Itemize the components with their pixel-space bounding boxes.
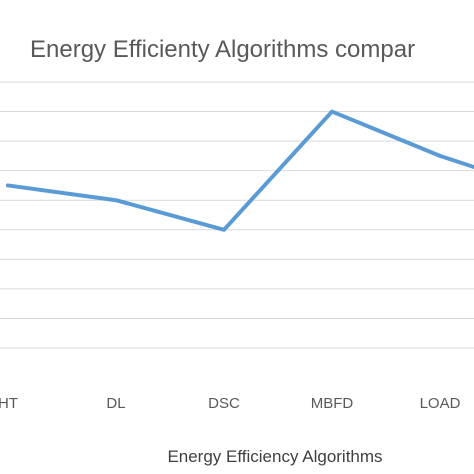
x-tick-labels: HT DL DSC MBFD LOAD [0,395,461,412]
gridlines [0,81,474,349]
x-tick-label: LOAD [420,395,461,412]
series-group [6,109,474,232]
x-tick-label: DSC [208,395,240,412]
x-axis-label: Energy Efficiency Algorithms [167,447,382,466]
x-tick-label: DL [106,395,125,412]
x-tick-label: MBFD [311,395,354,412]
series-line [6,109,474,232]
chart-title: Energy Efficienty Algorithms compar [30,36,415,63]
x-tick-label: HT [0,395,18,412]
